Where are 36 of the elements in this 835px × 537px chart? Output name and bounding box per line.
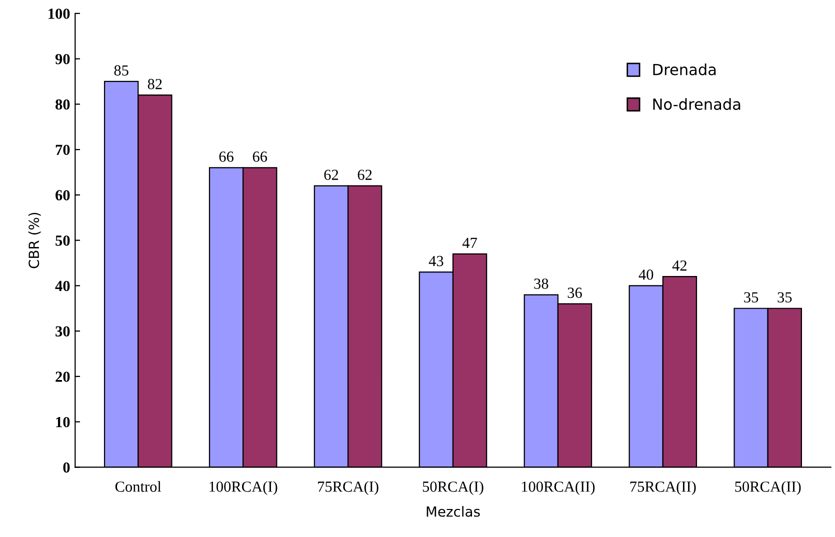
data-label: 62 bbox=[358, 170, 372, 180]
x-tick-label: 75RCA(I) bbox=[318, 481, 378, 495]
data-label: 66 bbox=[219, 152, 234, 162]
y-tick-label: 80 bbox=[56, 99, 70, 110]
y-tick-label: 0 bbox=[63, 462, 70, 473]
y-tick-label: 40 bbox=[55, 280, 70, 292]
y-tick-label: 10 bbox=[56, 416, 70, 428]
data-label: 40 bbox=[638, 269, 654, 280]
x-tick-label: 50RCA(I) bbox=[422, 481, 484, 495]
y-tick-label: 100 bbox=[48, 8, 70, 19]
data-label: 35 bbox=[744, 292, 758, 302]
data-label: 42 bbox=[672, 260, 686, 271]
data-label: 66 bbox=[252, 152, 268, 162]
y-tick-label: 90 bbox=[55, 54, 70, 64]
y-axis-title: CBR (%) bbox=[28, 212, 41, 268]
legend-label: Drenada bbox=[653, 63, 716, 76]
data-label: 35 bbox=[778, 292, 792, 302]
x-tick-label: Control bbox=[115, 481, 162, 492]
data-label: 47 bbox=[462, 238, 477, 248]
x-tick-label: 100RCA(II) bbox=[522, 481, 595, 495]
x-tick-label: 100RCA(I) bbox=[210, 481, 278, 495]
data-label: 43 bbox=[428, 256, 444, 266]
data-label: 85 bbox=[114, 65, 128, 76]
data-label: 36 bbox=[568, 288, 582, 298]
y-tick-label: 30 bbox=[56, 326, 70, 337]
y-tick-label: 20 bbox=[56, 372, 70, 382]
y-tick-label: 70 bbox=[56, 144, 70, 156]
legend-label: No-drenada bbox=[653, 98, 740, 110]
y-tick-label: 60 bbox=[56, 190, 70, 200]
data-label: 82 bbox=[148, 78, 162, 90]
x-tick-label: 75RCA(II) bbox=[630, 481, 696, 495]
x-tick-label: 50RCA(II) bbox=[735, 481, 801, 495]
x-axis-title: Mezclas bbox=[426, 506, 480, 517]
data-label: 38 bbox=[534, 278, 548, 289]
data-label: 62 bbox=[324, 170, 338, 180]
y-tick-label: 50 bbox=[56, 235, 70, 246]
